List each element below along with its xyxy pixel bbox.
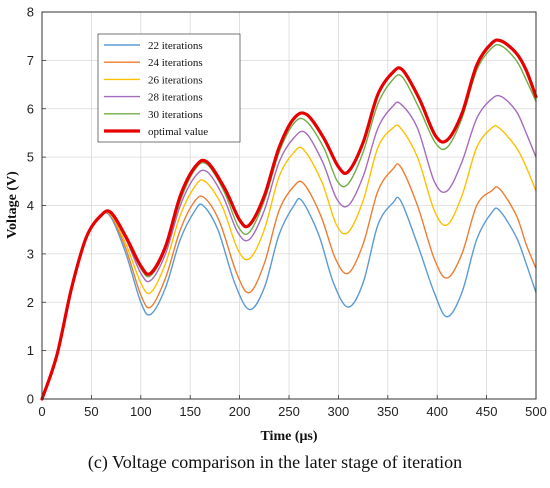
- y-tick-label: 4: [27, 198, 34, 213]
- y-tick-label: 7: [27, 53, 34, 68]
- x-tick-label: 200: [229, 404, 251, 419]
- y-axis-label: Voltage (V): [5, 171, 20, 239]
- series-lines: [40, 38, 538, 401]
- x-axis-ticks: 0 50 100 150 200 250 300 350 400 450 500: [38, 395, 547, 419]
- y-tick-label: 6: [27, 101, 34, 116]
- y-tick-label: 8: [27, 5, 34, 20]
- series-line-26-iterations: [41, 124, 537, 400]
- series-line-optimal-value: [40, 38, 538, 401]
- x-tick-label: 450: [476, 404, 498, 419]
- legend-label-optimal-value: optimal value: [148, 126, 208, 138]
- series-line-22-iterations: [41, 196, 537, 400]
- y-tick-label: 2: [27, 295, 34, 310]
- y-axis-ticks: 0 1 2 3 4 5 6 7 8: [27, 5, 46, 407]
- x-tick-label: 250: [278, 404, 300, 419]
- y-tick-label: 5: [27, 150, 34, 165]
- figure-caption: (c) Voltage comparison in the later stag…: [87, 452, 463, 472]
- legend-label-24-iterations: 24 iterations: [148, 57, 203, 69]
- y-tick-label: 0: [27, 392, 34, 407]
- x-tick-label: 350: [377, 404, 399, 419]
- series-line-24-iterations: [41, 163, 537, 400]
- legend-box: [97, 33, 241, 143]
- legend-label-30-iterations: 30 iterations: [148, 109, 203, 121]
- y-tick-label: 1: [27, 343, 34, 358]
- x-tick-label: 150: [179, 404, 201, 419]
- x-tick-label: 50: [84, 404, 98, 419]
- legend-label-26-iterations: 26 iterations: [148, 74, 203, 86]
- x-tick-label: 300: [328, 404, 350, 419]
- x-tick-label: 500: [525, 404, 547, 419]
- legend-label-22-iterations: 22 iterations: [148, 40, 203, 52]
- legend-label-28-iterations: 28 iterations: [148, 92, 203, 104]
- x-tick-label: 400: [426, 404, 448, 419]
- line-chart: 0 50 100 150 200 250 300 350 400 450 500 0 1 2 3 4 5 6 7 8…: [5, 5, 547, 445]
- x-axis-label: Time (μs): [260, 429, 317, 444]
- y-tick-label: 3: [27, 246, 34, 261]
- legend: 22 iterations 24 iterations 26 iterations 2…: [97, 33, 241, 143]
- x-tick-label: 100: [130, 404, 152, 419]
- x-tick-label: 0: [38, 404, 45, 419]
